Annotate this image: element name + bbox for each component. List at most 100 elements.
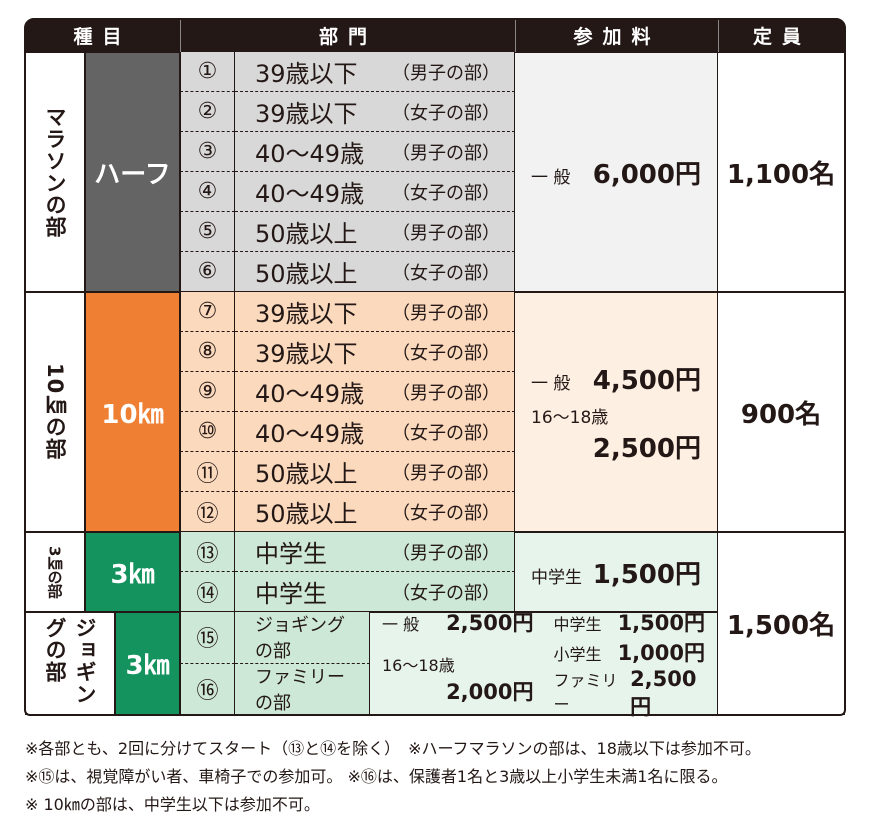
division-label: 50歳以上	[255, 260, 358, 288]
fee-amount: 2,000円	[446, 679, 534, 704]
division-group: （女子の部）	[392, 102, 500, 124]
note: ※ 10㎞の部は、中学生以下は参加不可。	[25, 795, 320, 814]
division-label: 40～49歳	[255, 180, 365, 208]
fee-item: 中学生 1,500円	[531, 554, 701, 591]
division-number: ②	[180, 92, 235, 132]
fee-amount: 6,000円	[592, 159, 701, 190]
header-cell: 種目	[73, 25, 132, 48]
division-cell: 50歳以上 （男子の部）	[235, 212, 515, 252]
division-label: 39歳以下	[255, 300, 358, 328]
division-label: ファミリーの部	[255, 666, 345, 714]
fee-item: 中学生 1,500円	[554, 607, 706, 637]
fee-label: 小学生	[553, 644, 602, 664]
division-label: 40～49歳	[255, 380, 365, 408]
division-label: 50歳以上	[255, 220, 358, 248]
fee-item: 16～18歳 2,500円	[531, 403, 701, 465]
division-cell: 40～49歳 （男子の部）	[235, 132, 515, 172]
division-number: ①	[180, 52, 235, 92]
fee-label: 中学生	[531, 567, 582, 588]
division-number: ⑩	[180, 412, 235, 452]
division-cell: 中学生 （女子の部）	[235, 572, 515, 612]
division-group: （男子の部）	[392, 542, 500, 564]
fee-amount: 1,000円	[617, 640, 705, 665]
division-cell: 50歳以上 （女子の部）	[235, 492, 515, 532]
division-cell: 40～49歳 （女子の部）	[235, 412, 515, 452]
fee-item: 一 般 2,500円	[382, 607, 534, 637]
fee-label: 16～18歳	[382, 655, 455, 675]
capacity: 1,100名	[718, 52, 845, 292]
division-group: （女子の部）	[392, 182, 500, 204]
fee-label: 16～18歳	[531, 407, 609, 428]
division-number: ⑭	[180, 572, 235, 612]
division-group: （男子の部）	[392, 302, 500, 324]
division-number: ⑦	[180, 292, 235, 332]
division-group: （女子の部）	[392, 422, 500, 444]
header-cell: 部門	[180, 18, 515, 52]
division-label: 中学生	[255, 580, 327, 608]
distance: 10㎞	[85, 292, 180, 532]
fee-label: 一 般	[531, 167, 571, 188]
division-cell: 50歳以上 （男子の部）	[235, 452, 515, 492]
division-cell: 50歳以上 （女子の部）	[235, 252, 515, 292]
header-cell: 定員	[718, 18, 845, 52]
division-group: （男子の部）	[392, 382, 500, 404]
division-group: （男子の部）	[392, 142, 500, 164]
division-cell: 39歳以下 （女子の部）	[235, 332, 515, 372]
fee-label: 一 般	[531, 373, 571, 394]
fee-cell: 中学生 1,500円	[515, 532, 718, 612]
division-label: 39歳以下	[255, 340, 358, 368]
note: ※⑮は、視覚障がい者、車椅子での参加可。 ※⑯は、保護者1名と3歳以上小学生未満…	[25, 767, 728, 786]
distance: 3㎞	[115, 612, 180, 715]
distance: 3㎞	[85, 532, 180, 612]
fee-cell: 一 般 2,500円 16～18歳 2,000円 中学生 1,500円 小学生 1,000円フ…	[370, 611, 718, 719]
division-group: （男子の部）	[392, 222, 500, 244]
fee-item: 16～18歳 2,000円	[382, 652, 534, 706]
fee-amount: 1,500円	[617, 610, 705, 635]
fee-amount: 2,500円	[446, 610, 534, 635]
division-label: 中学生	[255, 540, 327, 568]
division-number: ⑫	[180, 492, 235, 532]
division-number: ⑧	[180, 332, 235, 372]
division-cell: 39歳以下 （男子の部）	[235, 52, 515, 92]
division-group: （男子の部）	[392, 62, 500, 84]
fee-item: 一 般 4,500円	[531, 360, 701, 397]
division-cell: ファミリーの部	[235, 663, 370, 715]
division-number: ④	[180, 172, 235, 212]
division-label: 40～49歳	[255, 420, 365, 448]
division-number: ⑨	[180, 372, 235, 412]
division-number: ⑪	[180, 452, 235, 492]
fee-item: 一 般 6,000円	[531, 154, 701, 191]
fee-amount: 2,500円	[630, 666, 697, 719]
fee-cell: 一 般 6,000円	[515, 52, 718, 292]
section-name: ジョギングの部	[25, 612, 115, 715]
division-number: ⑯	[180, 663, 235, 715]
division-number: ⑤	[180, 212, 235, 252]
division-group: （女子の部）	[392, 262, 500, 284]
fee-label: ファミリー	[553, 670, 618, 714]
division-cell: 中学生 （男子の部）	[235, 532, 515, 572]
fee-cell: 一 般 4,500円 16～18歳 2,500円	[515, 292, 718, 532]
header-cell: 参加料	[515, 18, 718, 52]
division-label: 50歳以上	[255, 460, 358, 488]
division-number: ③	[180, 132, 235, 172]
section-name: 10㎞の部	[25, 292, 85, 532]
division-cell: 39歳以下 （男子の部）	[235, 292, 515, 332]
division-label: ジョギングの部	[255, 615, 345, 663]
fee-label: 中学生	[553, 614, 602, 634]
division-cell: 40～49歳 （女子の部）	[235, 172, 515, 212]
capacity: 1,500名	[718, 532, 845, 715]
distance: ハーフ	[85, 52, 180, 292]
fee-label: 一 般	[382, 614, 420, 634]
capacity: 900名	[718, 292, 845, 532]
division-cell: 40～49歳 （男子の部）	[235, 372, 515, 412]
note: ※各部とも、2回に分けてスタート（⑬と⑭を除く） ※ハーフマラソンの部は、18歳…	[25, 739, 761, 758]
division-label: 39歳以下	[255, 100, 358, 128]
division-label: 39歳以下	[255, 60, 358, 88]
division-label: 40～49歳	[255, 140, 365, 168]
division-label: 50歳以上	[255, 500, 358, 528]
fee-amount: 2,500円	[592, 433, 701, 464]
division-number: ⑬	[180, 532, 235, 572]
fee-item: 小学生 1,000円	[554, 637, 706, 667]
division-cell: ジョギングの部	[235, 612, 370, 664]
